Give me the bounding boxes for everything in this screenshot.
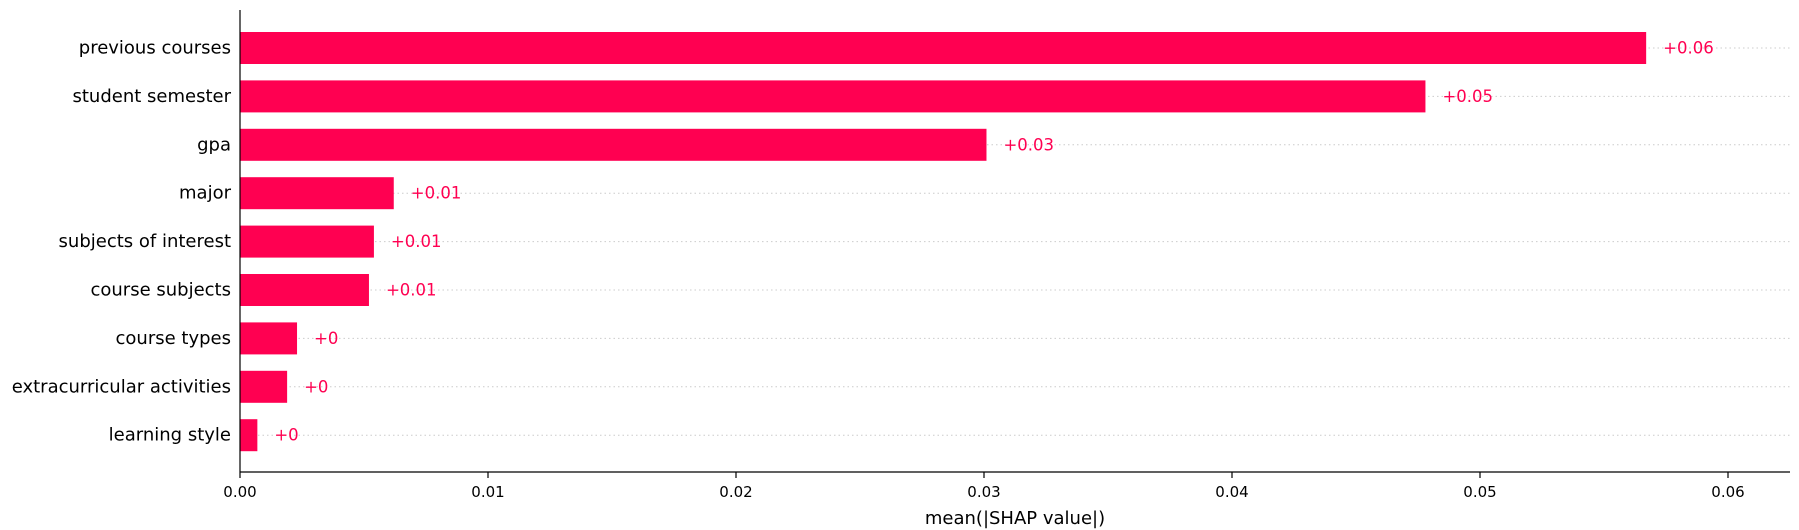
bar: [240, 370, 288, 403]
x-tick-label: 0.00: [223, 483, 256, 501]
category-label: subjects of interest: [59, 231, 231, 252]
x-tick-label: 0.02: [719, 483, 752, 501]
x-tick-label: 0.06: [1711, 483, 1744, 501]
bar: [240, 225, 374, 258]
x-tick-label: 0.05: [1463, 483, 1496, 501]
category-label: previous courses: [79, 38, 231, 59]
category-labels: previous courses student semester gpa major…: [12, 38, 232, 446]
bar: [240, 80, 1426, 113]
category-label: major: [179, 183, 232, 204]
bar: [240, 322, 298, 355]
value-labels: +0.06 +0.05 +0.03 +0.01 +0.01 +0.01 +0 +0 +0: [274, 39, 1713, 445]
category-label: course types: [116, 328, 231, 349]
x-tick-label: 0.03: [967, 483, 1000, 501]
bar: [240, 32, 1647, 64]
value-label: +0.01: [391, 232, 442, 251]
bar: [240, 128, 987, 161]
value-label: +0: [274, 426, 298, 445]
category-label: course subjects: [90, 280, 231, 301]
category-label: student semester: [72, 86, 231, 107]
value-label: +0.01: [386, 281, 437, 300]
bars: [240, 32, 1647, 452]
value-label: +0: [314, 329, 338, 348]
x-axis-ticks: 0.00 0.01 0.02 0.03 0.04 0.05 0.06: [223, 472, 1745, 501]
value-label: +0.03: [1003, 135, 1054, 154]
value-label: +0.06: [1663, 39, 1714, 58]
x-tick-label: 0.01: [471, 483, 504, 501]
value-label: +0: [304, 377, 328, 396]
category-label: extracurricular activities: [12, 376, 231, 397]
category-label: learning style: [109, 425, 231, 446]
bar: [240, 419, 258, 452]
value-label: +0.01: [411, 184, 462, 203]
x-axis-title: mean(|SHAP value|): [925, 508, 1105, 529]
x-tick-label: 0.04: [1215, 483, 1248, 501]
value-label: +0.05: [1442, 87, 1493, 106]
category-label: gpa: [197, 134, 231, 155]
bar: [240, 177, 394, 210]
bar: [240, 274, 369, 306]
